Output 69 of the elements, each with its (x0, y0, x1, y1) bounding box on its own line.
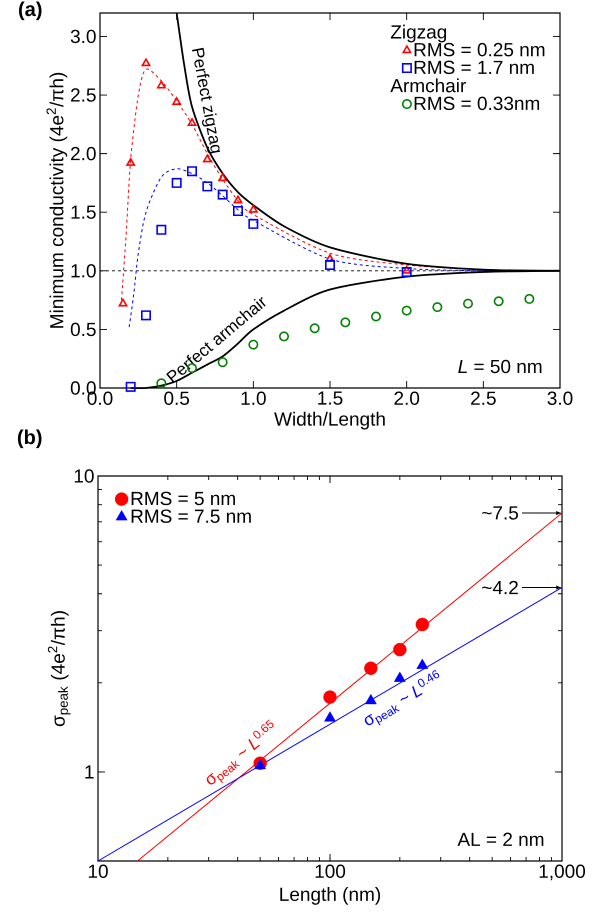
point (218, 357, 228, 368)
point (187, 166, 198, 176)
point (218, 190, 228, 200)
chart-title: (a) (19, 2, 42, 20)
legend-label: RMS = 0.33nm (414, 96, 540, 110)
legend-label: RMS = 5 nm (132, 492, 235, 506)
annotation: AL = 2 nm (457, 832, 544, 846)
point (371, 312, 382, 322)
point (340, 317, 350, 328)
y-tick-label: 10 (74, 469, 94, 483)
point (156, 378, 166, 388)
y-tick-label: 0.5 (70, 322, 96, 336)
x-axis-title: Length (nm) (280, 887, 380, 905)
point (432, 302, 442, 312)
point (126, 382, 136, 392)
annotation: ~7.5 (482, 506, 518, 520)
point (156, 224, 166, 235)
x-tick-label: 1.5 (318, 392, 342, 405)
x-tick-label: 2.5 (471, 392, 496, 405)
x-tick-label: 1.0 (242, 392, 266, 405)
point (218, 173, 228, 182)
y-tick-label: 2.0 (71, 146, 96, 160)
y-tick-label: 1 (85, 765, 94, 778)
y-tick-label: 1.5 (72, 206, 96, 219)
point (202, 181, 212, 192)
point (325, 260, 336, 270)
y-tick-label: 3.0 (70, 30, 96, 44)
x-tick-label: 10 (88, 864, 108, 878)
point (248, 218, 258, 229)
y-axis-title: Minimum conductivity (4e$^{2}$/πh) (46, 72, 68, 328)
annotation: Armchair (390, 78, 466, 92)
point (126, 158, 136, 166)
point (494, 296, 504, 306)
y-axis-title: σ$_{peak}$ (4e$^{2}$/πh) (48, 611, 71, 726)
x-tick-label: 2.0 (394, 392, 420, 405)
point (524, 294, 534, 304)
point (402, 266, 412, 274)
point (463, 298, 474, 309)
point (402, 266, 412, 277)
point (310, 323, 320, 334)
annotation: L = 50 nm (458, 360, 542, 374)
x-axis-title: Width/Length (274, 412, 385, 430)
x-tick-label: 100 (316, 864, 346, 878)
x-tick-label: 1,000 (540, 864, 586, 880)
point (279, 331, 290, 342)
point (188, 118, 196, 126)
x-tick-label: 0.5 (164, 392, 190, 405)
chart-title: (b) (18, 430, 42, 448)
point (402, 306, 412, 316)
y-tick-label: 1.0 (72, 264, 96, 278)
legend-label: RMS = 0.25 nm (414, 42, 544, 56)
point (141, 310, 152, 320)
point (234, 195, 242, 204)
point (172, 97, 182, 105)
annotation: Zigzag (390, 24, 446, 42)
point (233, 206, 244, 216)
x-tick-label: 3.0 (548, 392, 572, 405)
point (118, 298, 128, 307)
point (142, 58, 150, 66)
text: Perfect zigzag (192, 48, 220, 154)
point (326, 254, 334, 262)
point (248, 204, 258, 213)
point (202, 154, 212, 162)
point (172, 178, 182, 188)
annotation: ~4.2 (482, 580, 518, 594)
y-tick-label: 2.5 (71, 88, 96, 102)
legend-label: RMS = 1.7 nm (414, 60, 534, 74)
point (156, 80, 166, 89)
legend-label: RMS = 7.5 nm (132, 509, 251, 523)
